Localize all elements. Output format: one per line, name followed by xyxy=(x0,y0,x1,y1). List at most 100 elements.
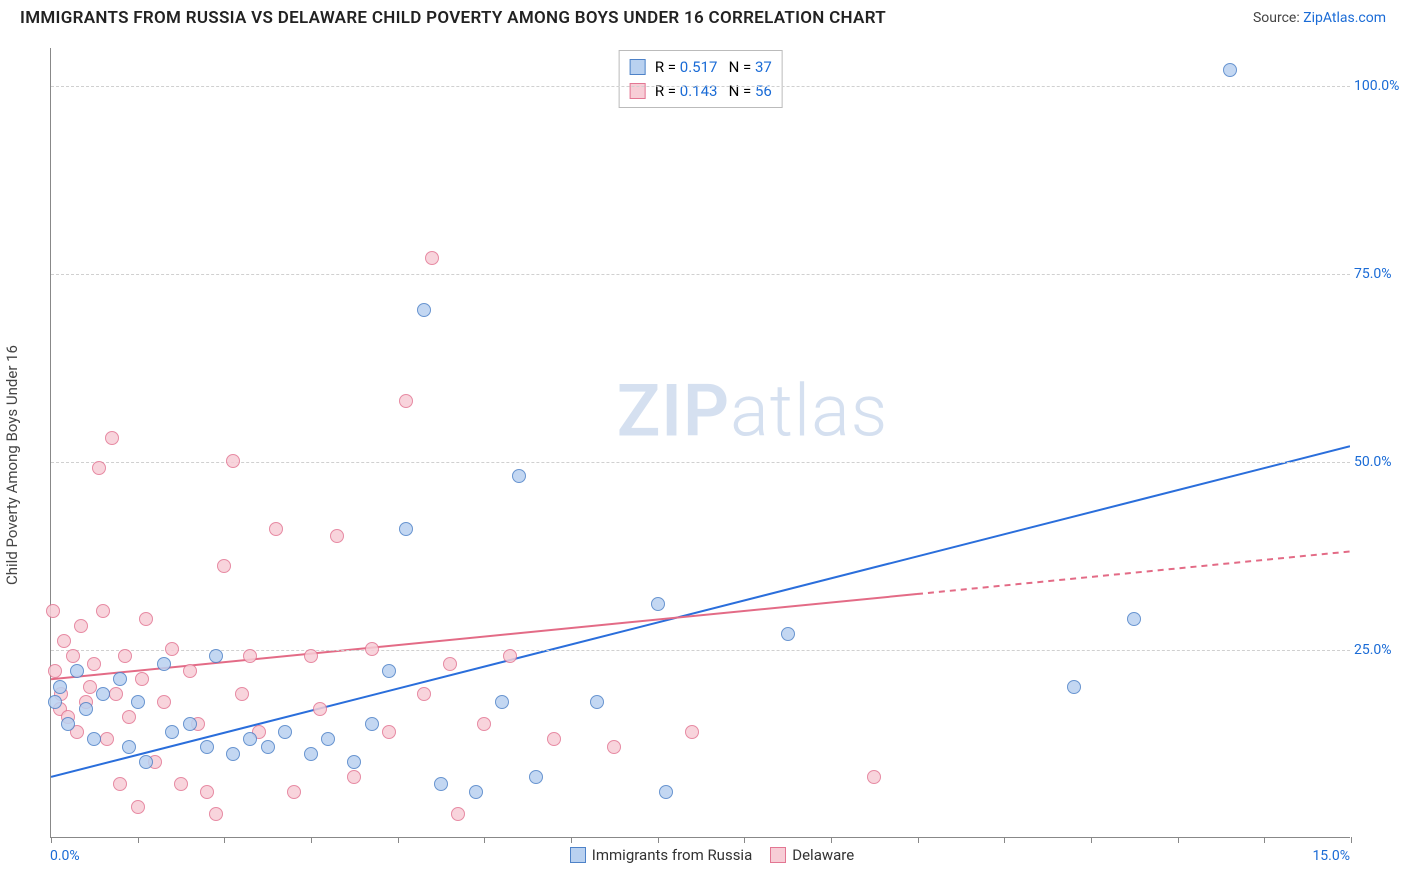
correlation-legend: R = 0.517 N = 37 R = 0.143 N = 56 xyxy=(618,50,783,108)
scatter-point xyxy=(100,732,114,746)
scatter-point xyxy=(183,717,197,731)
plot-area: ZIPatlas R = 0.517 N = 37 R = 0.143 N = … xyxy=(50,48,1350,838)
x-tick-mark xyxy=(658,837,659,843)
scatter-point xyxy=(57,634,71,648)
scatter-point xyxy=(122,710,136,724)
scatter-point xyxy=(61,717,75,731)
scatter-point xyxy=(200,740,214,754)
scatter-point xyxy=(79,702,93,716)
scatter-point xyxy=(113,672,127,686)
scatter-point xyxy=(48,695,62,709)
scatter-point xyxy=(66,649,80,663)
scatter-point xyxy=(200,785,214,799)
scatter-point xyxy=(118,649,132,663)
x-tick-mark xyxy=(311,837,312,843)
x-tick-mark xyxy=(918,837,919,843)
scatter-point xyxy=(83,680,97,694)
y-tick-label: 75.0% xyxy=(1354,266,1402,282)
scatter-point xyxy=(365,642,379,656)
r-value: 0.517 xyxy=(680,58,718,76)
scatter-point xyxy=(659,785,673,799)
scatter-point xyxy=(243,732,257,746)
scatter-point xyxy=(607,740,621,754)
scatter-point xyxy=(443,657,457,671)
scatter-point xyxy=(417,303,431,317)
x-tick-mark xyxy=(1178,837,1179,843)
scatter-point xyxy=(347,755,361,769)
watermark-light: atlas xyxy=(730,368,888,453)
scatter-point xyxy=(157,695,171,709)
x-tick-mark xyxy=(571,837,572,843)
chart-title: IMMIGRANTS FROM RUSSIA VS DELAWARE CHILD… xyxy=(20,8,886,28)
trend-line xyxy=(51,446,1350,777)
scatter-point xyxy=(261,740,275,754)
scatter-point xyxy=(135,672,149,686)
legend-row: R = 0.517 N = 37 xyxy=(629,55,772,79)
scatter-point xyxy=(226,747,240,761)
y-tick-label: 25.0% xyxy=(1354,642,1402,658)
scatter-point xyxy=(96,604,110,618)
watermark-bold: ZIP xyxy=(617,368,730,453)
scatter-point xyxy=(70,664,84,678)
source-link[interactable]: ZipAtlas.com xyxy=(1303,10,1386,26)
scatter-point xyxy=(278,725,292,739)
scatter-point xyxy=(165,725,179,739)
scatter-point xyxy=(330,529,344,543)
scatter-point xyxy=(165,642,179,656)
legend-swatch xyxy=(770,847,786,863)
scatter-point xyxy=(217,559,231,573)
scatter-point xyxy=(243,649,257,663)
scatter-point xyxy=(347,770,361,784)
scatter-point xyxy=(109,687,123,701)
scatter-point xyxy=(512,469,526,483)
scatter-point xyxy=(425,251,439,265)
scatter-point xyxy=(269,522,283,536)
scatter-point xyxy=(87,732,101,746)
x-tick-mark xyxy=(224,837,225,843)
scatter-point xyxy=(46,604,60,618)
x-tick-mark xyxy=(398,837,399,843)
scatter-point xyxy=(287,785,301,799)
scatter-point xyxy=(139,755,153,769)
scatter-point xyxy=(209,807,223,821)
scatter-point xyxy=(53,680,67,694)
source-label: Source: xyxy=(1253,10,1303,26)
scatter-point xyxy=(157,657,171,671)
watermark: ZIPatlas xyxy=(617,368,889,453)
scatter-point xyxy=(304,649,318,663)
scatter-point xyxy=(1067,680,1081,694)
scatter-point xyxy=(651,597,665,611)
scatter-point xyxy=(503,649,517,663)
gridline xyxy=(51,86,1350,87)
scatter-point xyxy=(113,777,127,791)
scatter-point xyxy=(304,747,318,761)
gridline xyxy=(51,274,1350,275)
legend-swatch xyxy=(570,847,586,863)
scatter-point xyxy=(590,695,604,709)
scatter-point xyxy=(399,394,413,408)
scatter-point xyxy=(122,740,136,754)
scatter-point xyxy=(451,807,465,821)
scatter-point xyxy=(321,732,335,746)
legend-row: R = 0.143 N = 56 xyxy=(629,79,772,103)
series-legend: Immigrants from RussiaDelaware xyxy=(0,846,1406,864)
scatter-point xyxy=(434,777,448,791)
scatter-point xyxy=(781,627,795,641)
x-tick-mark xyxy=(484,837,485,843)
x-tick-mark xyxy=(744,837,745,843)
scatter-point xyxy=(417,687,431,701)
scatter-point xyxy=(1223,63,1237,77)
scatter-point xyxy=(48,664,62,678)
scatter-point xyxy=(495,695,509,709)
scatter-point xyxy=(174,777,188,791)
trend-lines xyxy=(51,48,1350,837)
scatter-point xyxy=(96,687,110,701)
scatter-point xyxy=(74,619,88,633)
scatter-point xyxy=(235,687,249,701)
scatter-point xyxy=(313,702,327,716)
scatter-point xyxy=(469,785,483,799)
x-tick-mark xyxy=(831,837,832,843)
scatter-point xyxy=(867,770,881,784)
gridline xyxy=(51,462,1350,463)
scatter-point xyxy=(183,664,197,678)
